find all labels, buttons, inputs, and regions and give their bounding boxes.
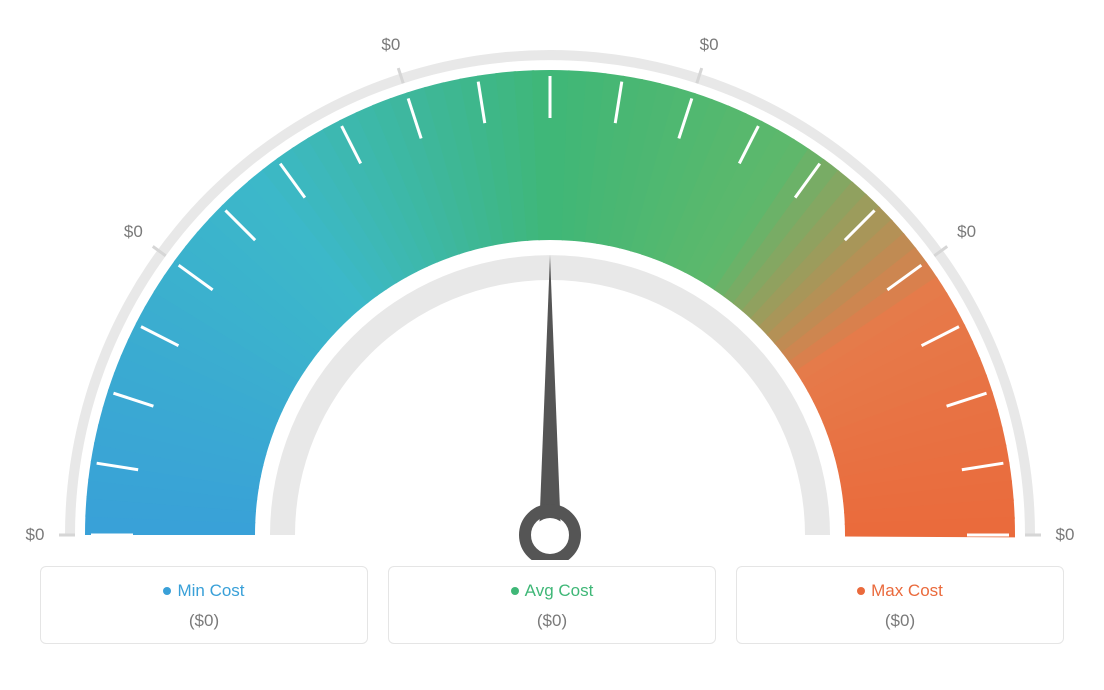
gauge-tick-label: $0 [700, 35, 719, 55]
gauge-tick-label: $0 [1056, 525, 1075, 545]
gauge-chart: $0 $0 $0 $0 $0 $0 [0, 0, 1104, 560]
gauge-tick-label: $0 [26, 525, 45, 545]
legend-title-min: Min Cost [51, 581, 357, 601]
legend-label-max: Max Cost [871, 581, 943, 600]
legend-value-min: ($0) [51, 611, 357, 631]
legend-label-avg: Avg Cost [525, 581, 594, 600]
gauge-tick-label: $0 [957, 222, 976, 242]
legend-dot-avg [511, 587, 519, 595]
legend-title-avg: Avg Cost [399, 581, 705, 601]
legend-dot-max [857, 587, 865, 595]
legend-value-max: ($0) [747, 611, 1053, 631]
legend-dot-min [163, 587, 171, 595]
gauge-tick-label: $0 [124, 222, 143, 242]
legend-card-avg: Avg Cost ($0) [388, 566, 716, 644]
legend-row: Min Cost ($0) Avg Cost ($0) Max Cost ($0… [0, 566, 1104, 644]
legend-card-min: Min Cost ($0) [40, 566, 368, 644]
legend-label-min: Min Cost [177, 581, 244, 600]
gauge-tick-label: $0 [381, 35, 400, 55]
gauge-svg [0, 0, 1104, 560]
legend-card-max: Max Cost ($0) [736, 566, 1064, 644]
legend-title-max: Max Cost [747, 581, 1053, 601]
legend-value-avg: ($0) [399, 611, 705, 631]
cost-gauge-widget: $0 $0 $0 $0 $0 $0 Min Cost ($0) Avg Cost ($0)… [0, 0, 1104, 690]
